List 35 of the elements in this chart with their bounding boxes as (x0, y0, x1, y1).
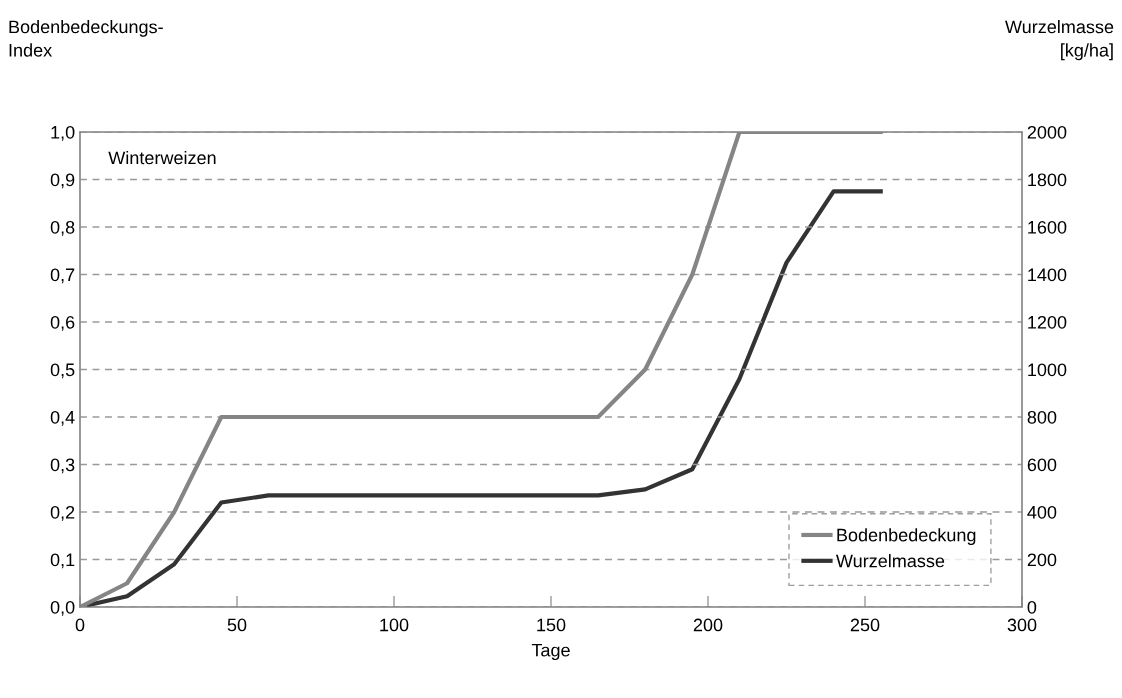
y2-tick-label: 1400 (1028, 268, 1067, 282)
legend-label: Bodenbedeckung (837, 528, 976, 546)
y2-tick-label: 1800 (1028, 173, 1067, 187)
annotation: Winterweizen (108, 151, 216, 165)
y-tick-label: 0,9 (50, 173, 75, 189)
y2-tick-label: 1600 (1028, 220, 1067, 234)
x-tick-label: 250 (850, 618, 880, 632)
x-axis-title: Tage (531, 643, 570, 661)
x-tick-label: 100 (380, 618, 409, 632)
x-tick-label: 150 (537, 618, 566, 632)
y-axis-title: Bodenbedeckungs- Index (9, 20, 163, 57)
y-tick-label: 0,1 (50, 553, 75, 569)
y2-tick-label: 400 (1027, 505, 1057, 519)
y2-tick-label: 1200 (1028, 315, 1067, 329)
y2-tick-label: 600 (1027, 458, 1057, 472)
y-tick-label: 0,5 (50, 363, 75, 379)
y2-tick-label: 200 (1027, 553, 1057, 567)
x-tick-label: 50 (227, 618, 247, 632)
y-tick-label: 0,0 (50, 600, 75, 616)
y2-tick-label: 800 (1027, 410, 1057, 424)
y-tick-label: 0,6 (50, 315, 75, 331)
x-tick-label: 200 (693, 618, 723, 632)
legend-label: Wurzelmasse (836, 554, 945, 568)
y2-tick-label: 0 (1027, 600, 1037, 614)
y2-tick-label: 1000 (1028, 363, 1067, 377)
y-tick-label: 0,2 (50, 505, 75, 521)
x-tick-label: 300 (1007, 618, 1037, 632)
y-tick-label: 0,8 (50, 220, 75, 236)
y2-tick-label: 2000 (1027, 125, 1067, 139)
y-tick-label: 0,4 (50, 410, 75, 426)
y-tick-label: 0,7 (50, 268, 75, 284)
y-tick-label: 0,3 (50, 458, 75, 474)
x-tick-label: 0 (75, 618, 85, 632)
y2-axis-title: Wurzelmasse [kg/ha] (1005, 20, 1114, 61)
y-tick-label: 1,0 (51, 125, 75, 141)
